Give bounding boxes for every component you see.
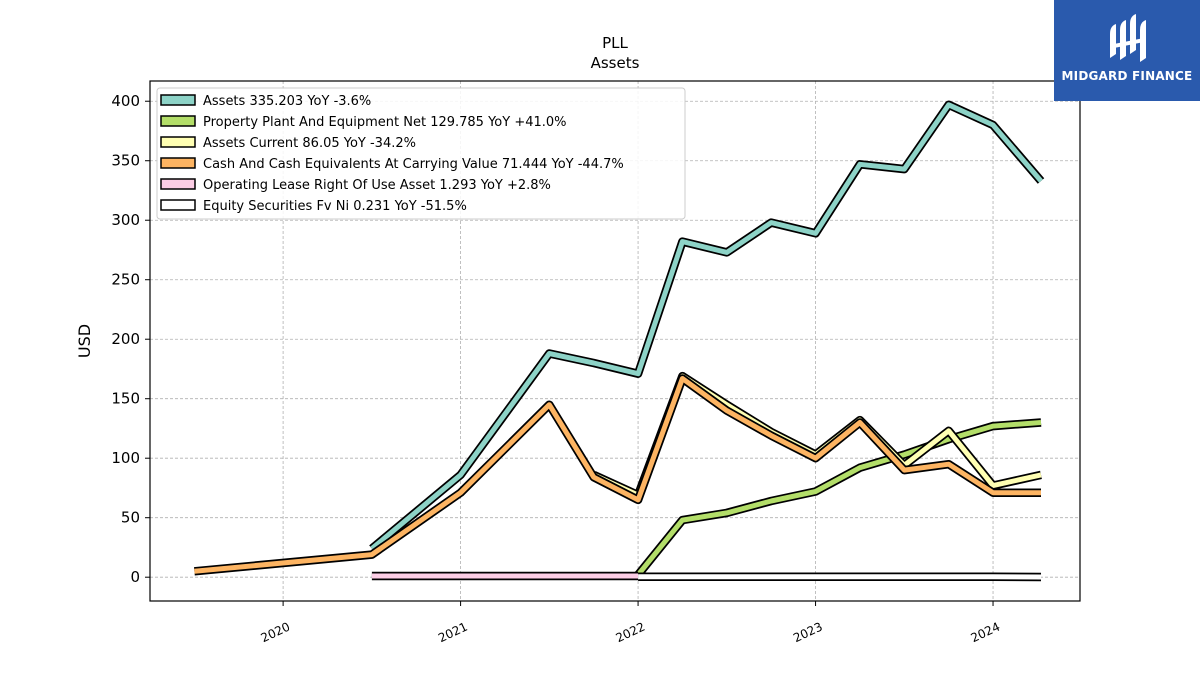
legend-swatch: [160, 157, 196, 169]
legend-swatch: [160, 178, 196, 190]
legend-swatch: [160, 199, 196, 211]
chart-title: PLL: [602, 34, 628, 52]
y-tick-label: 0: [130, 568, 140, 586]
y-tick-label: 100: [111, 449, 140, 467]
legend-label: Cash And Cash Equivalents At Carrying Va…: [203, 157, 624, 172]
legend-label: Assets Current 86.05 YoY -34.2%: [203, 136, 416, 151]
y-tick-label: 250: [111, 271, 140, 289]
chart-subtitle: Assets: [591, 54, 640, 72]
x-tick-label: 2022: [614, 620, 648, 646]
series-line-assets: [370, 102, 1043, 551]
grid-layer: [150, 81, 1080, 601]
legend-swatch: [160, 136, 196, 148]
brand-logo: MIDGARD FINANCE: [1054, 0, 1200, 101]
brand-name: MIDGARD FINANCE: [1061, 69, 1193, 83]
legend-label: Equity Securities Fv Ni 0.231 YoY -51.5%: [203, 199, 467, 214]
y-tick-label: 300: [111, 211, 140, 229]
x-tick-label: 2024: [969, 620, 1003, 646]
x-tick-label: 2020: [259, 620, 293, 646]
legend-label: Property Plant And Equipment Net 129.785…: [203, 115, 567, 130]
series-layer: [194, 100, 1045, 582]
series-line-property-plant-and-equipment-net: [636, 420, 1042, 577]
series-line-cash-and-cash-equivalents-at-carrying-value: [194, 376, 1041, 574]
legend-label: Operating Lease Right Of Use Asset 1.293…: [203, 178, 551, 193]
plot-frame: [149, 80, 1081, 602]
x-tick-label: 2021: [436, 620, 470, 646]
x-tick-label: 2023: [791, 620, 825, 646]
y-tick-label: 150: [111, 390, 140, 408]
legend-swatch: [160, 94, 196, 106]
legend: Assets 335.203 YoY -3.6% Property Plant A…: [156, 87, 686, 220]
y-axis-label: USD: [75, 324, 94, 358]
y-tick-label: 400: [111, 92, 140, 110]
y-tick-label: 50: [121, 509, 140, 527]
legend-label: Assets 335.203 YoY -3.6%: [203, 94, 371, 109]
series-outline-cash-and-cash-equivalents-at-carrying-value: [194, 374, 1041, 576]
midgard-logo-icon: [1110, 14, 1146, 62]
legend-box: [156, 87, 686, 220]
series-outline-property-plant-and-equipment-net: [634, 418, 1042, 578]
y-tick-label: 200: [111, 330, 140, 348]
legend-swatch: [160, 115, 196, 127]
y-tick-label: 350: [111, 152, 140, 170]
